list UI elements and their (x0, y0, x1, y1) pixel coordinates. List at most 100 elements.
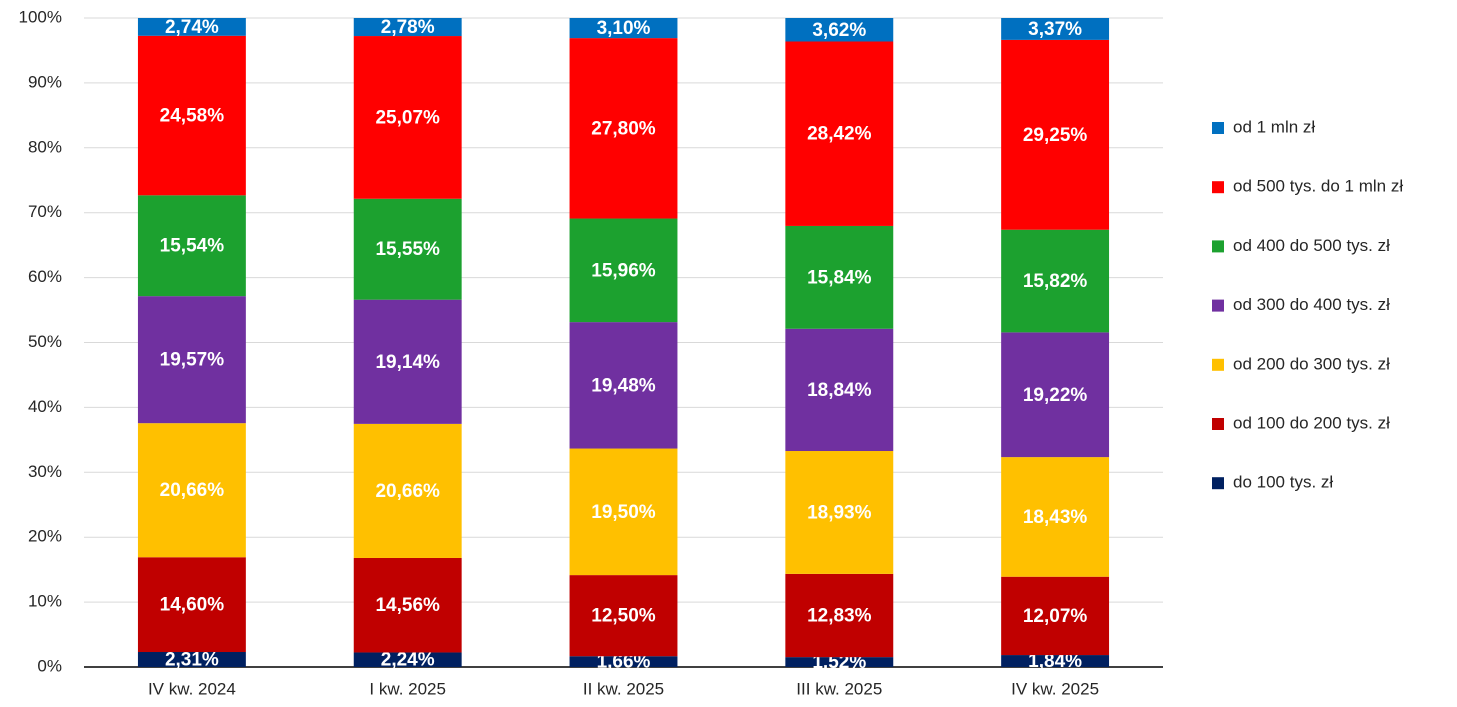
legend-swatch (1212, 240, 1224, 253)
data-label: 19,22% (1023, 385, 1088, 406)
data-label: 3,62% (812, 20, 866, 41)
y-tick-label: 90% (28, 72, 62, 91)
x-tick-label: IV kw. 2025 (1011, 679, 1099, 698)
bar-segment (1001, 39, 1110, 230)
bar-segment (353, 423, 462, 558)
bar-segment (785, 657, 894, 667)
bar-segment (1001, 457, 1110, 577)
data-label: 15,82% (1023, 271, 1088, 292)
y-tick-label: 40% (28, 397, 62, 416)
data-label: 1,66% (597, 652, 651, 673)
data-label: 20,66% (375, 481, 440, 502)
bar-segment (353, 36, 462, 199)
data-label: 14,60% (160, 595, 225, 616)
y-tick-label: 30% (28, 462, 62, 481)
y-tick-label: 60% (28, 267, 62, 286)
y-tick-label: 50% (28, 332, 62, 351)
legend-swatch (1212, 181, 1224, 194)
bar-segment (569, 38, 678, 219)
x-tick-label: I kw. 2025 (369, 679, 446, 698)
y-tick-label: 80% (28, 137, 62, 156)
legend-label: od 1 mln zł (1233, 117, 1315, 136)
data-label: 2,74% (165, 17, 219, 38)
bar-segment (353, 557, 462, 653)
bar-segment (137, 18, 246, 36)
data-label: 18,93% (807, 502, 872, 523)
data-label: 15,55% (375, 239, 440, 260)
bar-segment (785, 328, 894, 452)
data-label: 20,66% (160, 480, 225, 501)
data-label: 12,83% (807, 606, 872, 627)
bar-segment (569, 18, 678, 39)
bar-segment (1001, 229, 1110, 333)
bar-segment (353, 18, 462, 37)
bar-segment (353, 299, 462, 424)
legend-label: od 300 do 400 tys. zł (1233, 295, 1390, 314)
bar-segment (137, 557, 246, 653)
bar-segment (1001, 332, 1110, 458)
data-label: 27,80% (591, 118, 656, 139)
data-label: 2,31% (165, 650, 219, 671)
bar-segment (569, 218, 678, 323)
legend-swatch (1212, 477, 1224, 490)
bar-segment (785, 225, 894, 329)
bar-segment (137, 296, 246, 424)
x-tick-label: II kw. 2025 (583, 679, 664, 698)
data-label: 29,25% (1023, 125, 1088, 146)
data-label: 12,07% (1023, 606, 1088, 627)
data-label: 28,42% (807, 124, 872, 145)
bar-segment (785, 18, 894, 42)
legend-swatch (1212, 122, 1224, 134)
data-label: 1,52% (812, 652, 866, 673)
legend-label: od 500 tys. do 1 mln zł (1233, 177, 1403, 196)
bar-segment (137, 652, 246, 667)
x-tick-label: IV kw. 2024 (148, 679, 236, 698)
data-label: 1,84% (1028, 651, 1082, 672)
legend-swatch (1212, 418, 1224, 430)
data-label: 3,37% (1028, 19, 1082, 40)
data-label: 19,57% (160, 350, 225, 371)
data-label: 12,50% (591, 606, 656, 627)
data-label: 18,84% (807, 380, 872, 401)
bar-segment (1001, 18, 1110, 40)
y-tick-label: 20% (28, 527, 62, 546)
bar-segment (353, 652, 462, 667)
bar-segment (353, 198, 462, 300)
bar-segment (137, 423, 246, 558)
data-label: 19,50% (591, 502, 656, 523)
data-label: 24,58% (160, 106, 225, 127)
bar-segment (569, 322, 678, 449)
data-label: 25,07% (375, 107, 440, 128)
data-label: 15,84% (807, 267, 872, 288)
bar-segment (569, 656, 678, 667)
y-tick-label: 0% (37, 656, 62, 675)
y-tick-label: 70% (28, 202, 62, 221)
data-label: 15,54% (160, 236, 225, 257)
y-tick-label: 100% (19, 7, 62, 26)
legend-swatch (1212, 358, 1224, 371)
legend-swatch (1212, 299, 1224, 312)
bar-segment (137, 35, 246, 196)
data-label: 2,24% (381, 650, 435, 671)
bar-segment (569, 575, 678, 657)
data-label: 15,96% (591, 260, 656, 281)
bar-segment (137, 195, 246, 297)
data-label: 2,78% (381, 17, 435, 38)
data-label: 14,56% (375, 595, 440, 616)
data-label: 19,14% (375, 352, 440, 373)
bar-segment (785, 573, 894, 658)
legend-label: od 200 do 300 tys. zł (1233, 354, 1390, 373)
bar-segment (785, 451, 894, 574)
legend-label: od 400 do 500 tys. zł (1233, 236, 1390, 255)
data-label: 3,10% (597, 18, 651, 39)
data-label: 19,48% (591, 375, 656, 396)
bar-segment (1001, 655, 1110, 667)
legend-label: od 100 do 200 tys. zł (1233, 413, 1390, 432)
data-label: 18,43% (1023, 507, 1088, 528)
bar-segment (1001, 576, 1110, 656)
x-tick-label: III kw. 2025 (796, 679, 882, 698)
y-tick-label: 10% (28, 592, 62, 611)
bar-segment (569, 448, 678, 576)
